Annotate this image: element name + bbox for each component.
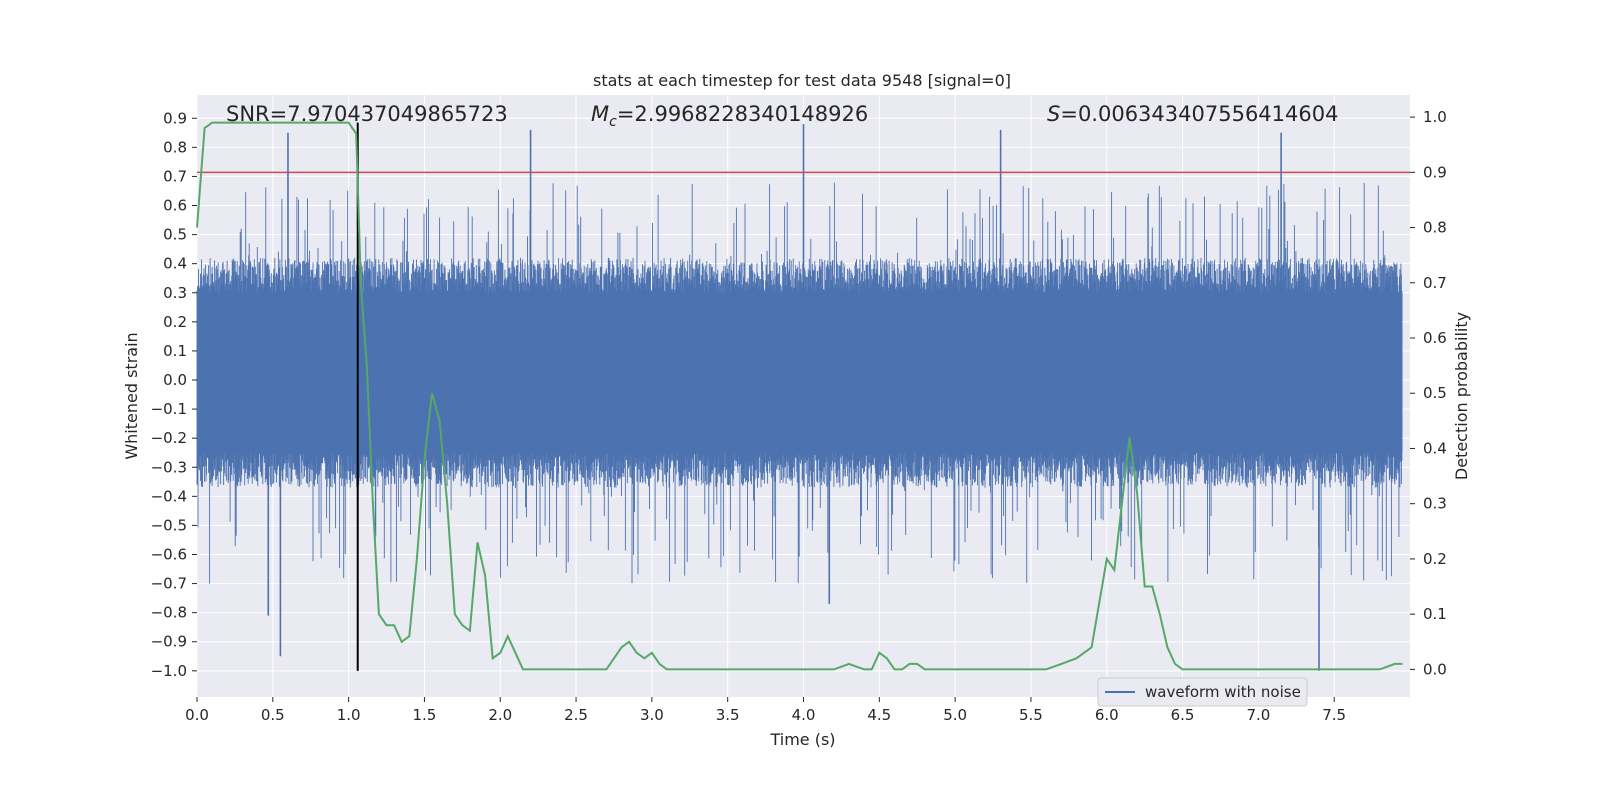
y-left-tick-label: −0.7: [151, 575, 187, 593]
x-tick-label: 3.5: [716, 706, 740, 724]
y-axis-left-label: Whitened strain: [122, 332, 141, 459]
y-left-tick-label: 0.6: [163, 197, 187, 215]
x-tick-label: 7.5: [1322, 706, 1346, 724]
x-tick-label: 5.0: [943, 706, 967, 724]
snr-annotation: SNR=7.970437049865723: [226, 102, 508, 126]
y-left-tick-label: 0.7: [163, 167, 187, 185]
y-left-tick-label: 0.3: [163, 284, 187, 302]
x-tick-label: 4.5: [867, 706, 891, 724]
y-right-tick-label: 1.0: [1423, 108, 1447, 126]
x-tick-label: 1.5: [413, 706, 437, 724]
y-left-tick-label: −0.8: [151, 604, 187, 622]
x-tick-label: 6.5: [1171, 706, 1195, 724]
y-right-tick-label: 0.9: [1423, 163, 1447, 181]
y-right-tick-label: 0.3: [1423, 495, 1447, 513]
x-tick-label: 0.5: [261, 706, 285, 724]
x-tick-label: 6.0: [1095, 706, 1119, 724]
y-right-tick-label: 0.7: [1423, 274, 1447, 292]
y-right-tick-label: 0.8: [1423, 219, 1447, 237]
y-right-tick-label: 0.5: [1423, 384, 1447, 402]
y-left-tick-label: −0.5: [151, 516, 187, 534]
x-tick-label: 4.0: [792, 706, 816, 724]
x-tick-label: 0.0: [185, 706, 209, 724]
axis-ticks: 0.0 0.5 1.0 1.5 2.0 2.5 3.0 3.5 4.0 4.5 5.0 5.5 6.0 6…: [151, 108, 1447, 724]
legend-box: [1097, 677, 1308, 707]
y-left-tick-label: 0.2: [163, 313, 187, 331]
y-left-tick-label: 0.5: [163, 226, 187, 244]
x-tick-label: 2.5: [564, 706, 588, 724]
x-tick-label: 7.0: [1246, 706, 1270, 724]
y-left-tick-label: 0.9: [163, 109, 187, 127]
y-left-tick-label: −1.0: [151, 662, 187, 680]
s-annotation: S=0.006343407556414604: [1047, 102, 1338, 126]
y-left-tick-label: 0.4: [163, 255, 187, 273]
x-tick-label: 1.0: [337, 706, 361, 724]
legend: waveform with noise: [1097, 677, 1308, 707]
y-left-tick-label: −0.4: [151, 487, 187, 505]
x-tick-label: 5.5: [1019, 706, 1043, 724]
x-tick-label: 3.0: [640, 706, 664, 724]
y-axis-right-label: Detection probability: [1452, 312, 1471, 480]
y-left-tick-label: 0.0: [163, 371, 187, 389]
y-left-tick-label: −0.3: [151, 458, 187, 476]
legend-label: waveform with noise: [1145, 683, 1301, 701]
waveform-series: [196, 124, 1403, 671]
y-left-tick-label: −0.2: [151, 429, 187, 447]
chirp-mass-annotation: Mc=2.9968228340148926: [591, 102, 868, 130]
y-right-tick-label: 0.6: [1423, 329, 1447, 347]
x-tick-label: 2.0: [488, 706, 512, 724]
x-axis-label: Time (s): [769, 730, 835, 749]
y-left-tick-label: −0.1: [151, 400, 187, 418]
y-right-tick-label: 0.2: [1423, 550, 1447, 568]
y-right-tick-label: 0.1: [1423, 605, 1447, 623]
y-left-tick-label: −0.9: [151, 633, 187, 651]
y-right-tick-label: 0.4: [1423, 439, 1447, 457]
y-left-tick-label: 0.8: [163, 138, 187, 156]
chart-title: stats at each timestep for test data 954…: [593, 71, 1011, 90]
probability-series-line: [196, 121, 1403, 671]
y-left-tick-label: −0.6: [151, 545, 187, 563]
y-right-tick-label: 0.0: [1423, 660, 1447, 678]
y-left-tick-label: 0.1: [163, 342, 187, 360]
